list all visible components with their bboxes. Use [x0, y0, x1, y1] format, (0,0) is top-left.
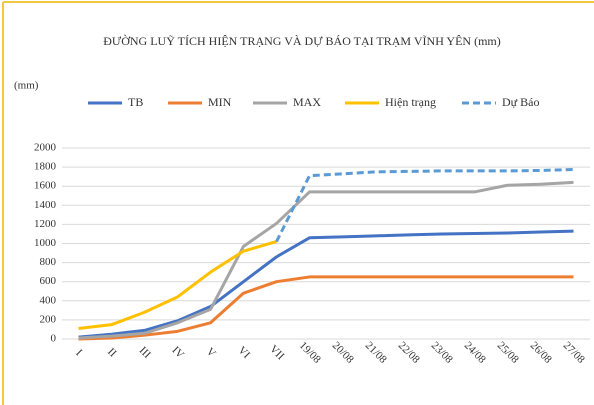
legend-label: Hiện trạng	[385, 95, 436, 109]
y-tick-label: 800	[40, 256, 57, 268]
y-tick-label: 0	[51, 333, 57, 345]
chart-title: ĐƯỜNG LUỸ TÍCH HIỆN TRẠNG VÀ DỰ BÁO TẠI …	[103, 34, 501, 48]
legend-label: MAX	[293, 95, 321, 109]
y-tick-label: 1000	[34, 237, 57, 249]
y-tick-label: 2000	[34, 142, 57, 154]
y-tick-label: 400	[40, 294, 57, 306]
y-tick-label: 1400	[34, 199, 57, 211]
series-line	[78, 229, 574, 339]
y-tick-label: 200	[40, 313, 57, 325]
y-axis-label: (mm)	[14, 80, 39, 92]
series-line	[78, 275, 574, 341]
legend-label: TB	[128, 95, 143, 109]
legend-label: Dự Báo	[502, 95, 540, 109]
series-line	[78, 180, 574, 340]
y-tick-label: 1800	[34, 161, 57, 173]
series-line	[275, 167, 574, 243]
series-line	[78, 240, 277, 330]
y-tick-label: 1200	[34, 218, 57, 230]
x-tick-label: I	[73, 347, 84, 358]
y-tick-label: 1600	[34, 180, 57, 192]
legend-label: MIN	[208, 95, 232, 109]
y-tick-label: 600	[40, 275, 57, 287]
